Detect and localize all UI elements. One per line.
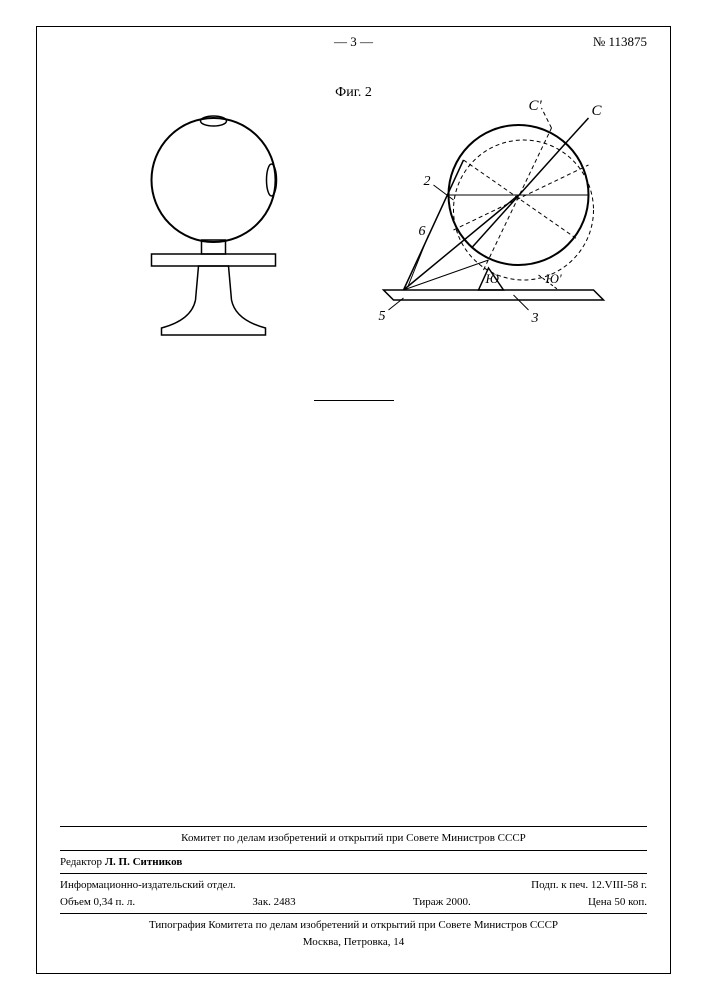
figure-2: С С' Ю Ю' 2 6 5 3 [60, 70, 647, 370]
footer-imprint: Комитет по делам изобретений и открытий … [60, 823, 647, 950]
committee-name: Комитет по делам изобретений и открытий … [60, 830, 647, 847]
label-5: 5 [379, 309, 386, 324]
print-run: Тираж 2000. [413, 894, 471, 911]
volume: Объем 0,34 п. л. [60, 894, 135, 911]
divider-icon [314, 400, 394, 401]
label-c: С [592, 103, 603, 119]
editor-name: Л. П. Ситников [105, 856, 182, 868]
globe-left-icon [152, 116, 277, 335]
order-num: Зак. 2483 [252, 894, 295, 911]
info-dept: Информационно-издательский отдел. [60, 877, 236, 894]
label-2: 2 [424, 174, 431, 189]
price: Цена 50 коп. [588, 894, 647, 911]
diagram-right-icon: С С' Ю Ю' 2 6 5 3 [379, 98, 604, 326]
label-c-prime: С' [529, 98, 543, 114]
typography: Типография Комитета по делам изобретений… [60, 917, 647, 934]
page-number: — 3 — [334, 34, 373, 50]
page-header: — 3 — № 113875 [0, 34, 707, 50]
signed-date: Подп. к печ. 12.VIII-58 г. [531, 877, 647, 894]
address: Москва, Петровка, 14 [60, 934, 647, 951]
label-yu-prime: Ю' [545, 271, 562, 286]
label-3: 3 [531, 311, 539, 326]
document-number: № 113875 [593, 34, 647, 50]
label-yu: Ю [485, 271, 500, 286]
editor-label: Редактор [60, 856, 102, 868]
label-6: 6 [419, 224, 426, 239]
